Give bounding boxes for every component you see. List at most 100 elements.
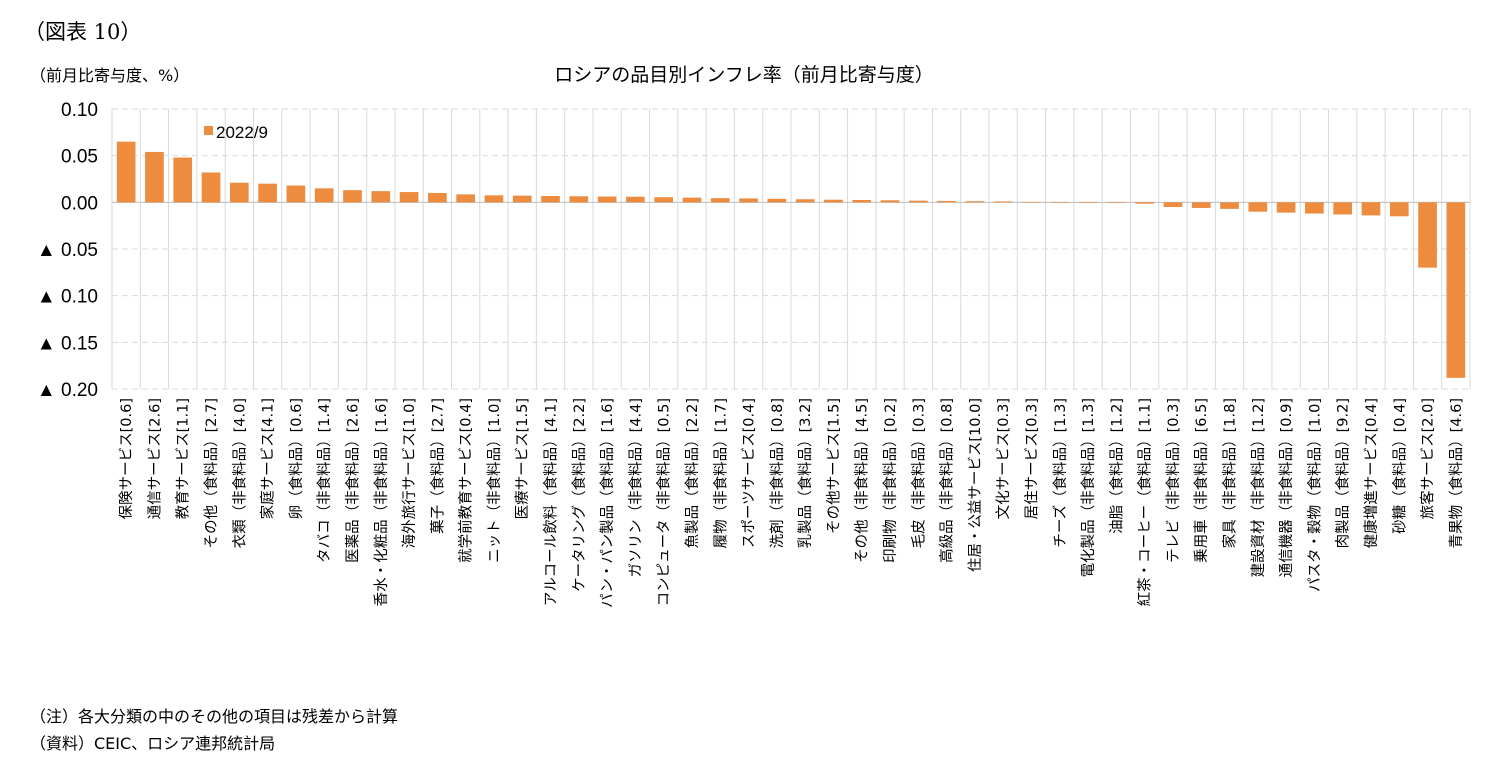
x-tick-label: 住居・公益サービス[10.0] (967, 398, 984, 572)
y-axis-unit-label: （前月比寄与度、%） (30, 66, 190, 85)
bar (852, 200, 872, 203)
bar (456, 194, 475, 203)
x-tick-label: 砂糖（食料品）[0.4] (1391, 398, 1408, 534)
x-tick-label: 電化製品（非食料品）[1.3] (1080, 398, 1097, 577)
x-tick-label: 履物（非食料品）[1.7] (712, 398, 729, 548)
bar (286, 185, 306, 203)
bar (824, 199, 843, 203)
y-tick-label: ▲ 0.05 (37, 240, 98, 261)
bar (710, 198, 730, 203)
bar (428, 193, 447, 203)
x-tick-label: 卵（食料品）[0.6] (288, 398, 305, 519)
x-tick-label: チーズ（食料品）[1.3] (1052, 398, 1069, 548)
chart-title: ロシアの品目別インフレ率（前月比寄与度） (0, 60, 1496, 87)
y-axis-ticks: 0.10 0.05 0.00 ▲ 0.05 ▲ 0.10 ▲ 0.15 ▲ 0.20 (37, 100, 98, 401)
legend-swatch-2022-9 (204, 126, 213, 135)
x-tick-label: 医療サービス[1.5] (514, 398, 531, 519)
x-tick-label: ニット（非食料品）[1.0] (486, 398, 503, 563)
x-tick-label: パン・パン製品（食料品）[1.6] (599, 398, 616, 608)
x-tick-label: アルコール飲料（食料品）[4.1] (543, 398, 560, 606)
x-tick-label: 菓子（食料品）[2.7] (429, 398, 446, 534)
bar (1107, 202, 1126, 203)
bar (1446, 202, 1466, 378)
y-tick-label: ▲ 0.10 (37, 287, 98, 308)
bar (569, 196, 589, 203)
x-tick-label: 文化サービス[0.3] (995, 398, 1012, 519)
bar (1135, 202, 1154, 204)
bar (1078, 202, 1098, 203)
x-tick-label: 印刷物（非食料品）[0.2] (882, 398, 899, 563)
bar (682, 197, 702, 203)
x-tick-label: スポーツサービス[0.4] (741, 398, 758, 548)
figure-label: （図表 10） (24, 20, 142, 44)
x-tick-label: パスタ・穀物（食料品）[1.0] (1306, 398, 1323, 592)
bar (795, 199, 815, 203)
x-tick-label: 家具（非食料品）[1.8] (1222, 398, 1239, 548)
x-tick-label: コンピュータ（非食料品）[0.5] (656, 398, 673, 606)
x-tick-label: 高級品（非食料品）[0.8] (939, 398, 956, 563)
note-text: （注）各大分類の中のその他の項目は残差から計算 (30, 707, 399, 726)
y-tick-label: 0.10 (61, 100, 98, 121)
x-tick-label: 青果物（食料品）[4.6] (1448, 398, 1465, 548)
y-tick-label: 0.00 (61, 193, 98, 214)
x-tick-label: 旅客サービス[2.0] (1420, 398, 1437, 519)
bar (145, 151, 164, 203)
x-tick-label: 教育サービス[1.1] (175, 398, 192, 519)
bar-chart: 0.10 0.05 0.00 ▲ 0.05 ▲ 0.10 ▲ 0.15 ▲ 0.20 保険サ… (37, 100, 1471, 608)
source-text: （資料）CEIC、ロシア連邦統計局 (30, 734, 276, 753)
bar (512, 195, 532, 203)
bar (1333, 202, 1353, 215)
bar (937, 200, 956, 203)
bar (880, 200, 900, 203)
chart-title-text: ロシアの品目別インフレ率（前月比寄与度） (554, 64, 934, 86)
x-axis-tick-labels: 保険サービス[0.6] 通信サービス[2.6] 教育サービス[1.1] その他（食料品… (118, 398, 1465, 608)
bar (1191, 202, 1211, 208)
bar (371, 191, 391, 203)
bar (597, 196, 617, 203)
x-tick-label: 香水・化粧品（非食料品）[1.6] (373, 398, 390, 606)
bar (993, 201, 1013, 203)
x-tick-label: 建設資材（非食料品）[1.2] (1250, 398, 1267, 577)
x-tick-label: 毛皮（非食料品）[0.3] (910, 398, 927, 548)
bar (654, 197, 674, 203)
x-tick-label: 通信サービス[2.6] (146, 398, 163, 519)
x-tick-label: その他（食料品）[2.7] (203, 398, 220, 548)
bar (484, 195, 504, 203)
bar (1220, 202, 1239, 209)
x-tick-label: 海外旅行サービス[1.0] (401, 398, 418, 548)
x-tick-label: 魚製品（食料品）[2.2] (684, 398, 701, 548)
bar (1418, 202, 1437, 268)
y-tick-label: ▲ 0.20 (37, 380, 98, 401)
bar (314, 188, 334, 203)
bar (1305, 202, 1324, 214)
bar (908, 200, 928, 203)
y-tick-label: 0.05 (61, 147, 98, 168)
bar (1276, 202, 1296, 213)
bar (1389, 202, 1409, 217)
bar (1050, 202, 1070, 203)
bar (343, 190, 362, 203)
x-tick-label: 居住サービス[0.3] (1023, 398, 1040, 519)
gridlines (111, 108, 1471, 390)
bar (229, 182, 249, 203)
x-tick-label: テレビ（非食料品）[0.3] (1165, 398, 1182, 563)
bar (1022, 201, 1041, 203)
x-tick-label: 医薬品（非食料品）[2.6] (344, 398, 361, 563)
x-tick-label: 乳製品（食料品）[3.2] (797, 398, 814, 548)
bar (965, 201, 985, 203)
bar (258, 183, 277, 203)
x-tick-label: 洗剤（非食料品）[0.8] (769, 398, 786, 548)
bar (739, 198, 758, 203)
x-tick-label: 保険サービス[0.6] (118, 398, 135, 519)
x-tick-label: 家庭サービス[4.1] (260, 398, 277, 519)
x-tick-label: ガソリン（非食料品）[4.4] (627, 398, 644, 577)
x-tick-label: 乗用車（非食料品）[6.5] (1193, 398, 1210, 563)
bar (116, 141, 136, 203)
bar (626, 196, 645, 203)
x-tick-label: 就学前教育サービス[0.4] (458, 398, 475, 563)
bar (1248, 202, 1268, 212)
x-tick-label: 油脂（食料品）[1.2] (1108, 398, 1125, 534)
y-tick-label: ▲ 0.15 (37, 333, 98, 354)
x-tick-label: タバコ（非食料品）[1.4] (316, 398, 333, 563)
bar (201, 172, 221, 203)
